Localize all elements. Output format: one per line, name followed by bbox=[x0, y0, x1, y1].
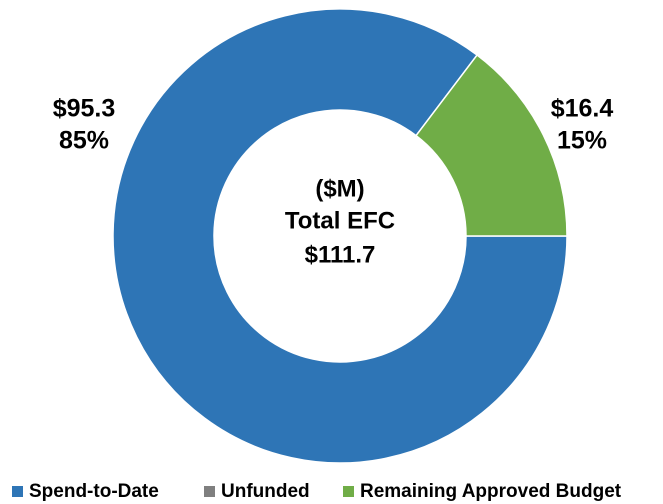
legend-swatch bbox=[12, 486, 23, 497]
center-title: Total EFC bbox=[285, 207, 395, 234]
percent-label: 15% bbox=[557, 127, 607, 155]
percent-label: 85% bbox=[59, 127, 109, 155]
legend-label: Unfunded bbox=[221, 481, 310, 502]
value-label: $95.3 bbox=[53, 95, 116, 123]
donut-segment bbox=[415, 54, 568, 237]
center-unit: ($M) bbox=[315, 175, 364, 202]
legend-swatch bbox=[343, 486, 354, 497]
center-total: $111.7 bbox=[305, 241, 376, 268]
legend-label: Spend-to-Date bbox=[29, 481, 159, 502]
legend-label: Remaining Approved Budget bbox=[360, 481, 622, 502]
value-label: $16.4 bbox=[551, 95, 614, 123]
donut-segment bbox=[112, 8, 568, 464]
legend-swatch bbox=[204, 486, 215, 497]
